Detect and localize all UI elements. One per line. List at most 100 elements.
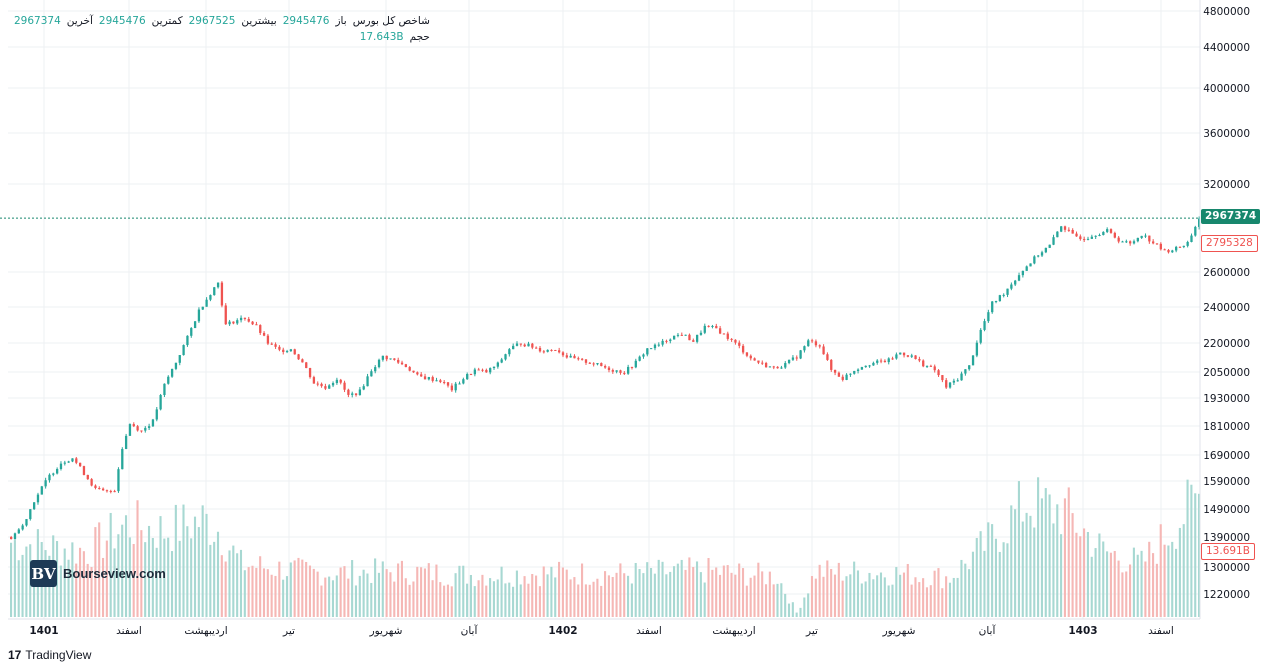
volume-bar [82,551,85,617]
candle-body [358,389,362,396]
volume-bar [519,584,522,617]
volume-bar [983,550,986,617]
volume-bar [577,584,580,617]
volume-bar [642,573,645,617]
candle-body [676,334,680,336]
time-axis-label: 1403 [1068,625,1097,637]
price-axis-label: 1590000 [1203,476,1250,488]
candle-body [1109,229,1113,233]
volume-bar [876,575,879,617]
volume-bar [772,584,775,617]
volume-bar [13,540,16,617]
candle-body [983,321,986,330]
candle-body [1194,226,1197,236]
candle-body [1075,233,1078,237]
candle-body [1148,235,1151,242]
volume-bar [239,549,243,617]
time-axis-label: آبان [979,624,997,637]
candle-body [190,328,193,336]
volume-bar [1033,527,1036,617]
candle-body [266,335,270,344]
volume-bar [830,568,833,617]
volume-bar [63,548,66,617]
volume-bar [745,585,748,617]
volume-bar [626,575,630,617]
volume-bar [1144,561,1147,617]
volume-bar [174,504,177,617]
volume-bar [688,557,691,617]
candle-body [339,379,342,383]
candle-body [757,360,760,363]
candle-body [542,351,545,353]
candle-body [144,427,147,431]
volume-bar [182,504,185,617]
volume-bar [466,583,469,617]
last-price-tag: 2967374 [1201,209,1261,224]
volume-bar [86,563,89,617]
candle-body [216,282,220,288]
candle-body [649,348,653,350]
volume-bar [956,577,959,617]
candles [10,216,1201,540]
candle-body [776,366,779,369]
volume-bar [1048,494,1051,617]
legend-symbol: شاخص کل بورس [352,15,430,27]
volume-bar [604,571,607,617]
candle-body [887,358,890,363]
volume-bar [623,573,626,617]
volume-bar [289,562,292,617]
candle-body [584,359,588,363]
volume-bar [558,561,561,617]
candle-body [282,349,285,352]
volume-bar [500,566,503,617]
volume-bar [707,558,710,617]
volume-bar [1155,563,1158,617]
candle-body [32,502,36,510]
candle-body [412,370,415,373]
candle-body [680,334,683,336]
volume-bar [362,569,365,617]
candle-body [991,301,994,313]
candle-body [726,333,729,339]
volume-bar [512,586,515,617]
candle-body [293,349,296,355]
candle-body [1152,241,1155,244]
candle-body [929,365,933,367]
candle-body [872,362,875,366]
candle-body [703,325,706,333]
candle-body [328,385,331,389]
candle-body [741,345,745,353]
candle-body [960,373,963,381]
volume-bar [1017,481,1020,617]
volume-bar [634,562,637,617]
volume-bar [374,558,377,617]
volume-bar [883,577,886,617]
volume-bar [308,565,312,617]
candle-body [52,473,55,475]
volume-bar [695,561,699,617]
legend-high-value: 2967525 [188,15,236,27]
price-axis-label: 2600000 [1203,267,1250,279]
candle-body [285,351,289,353]
candle-body [554,349,557,351]
price-axis-label: 1490000 [1203,504,1250,516]
volume-bar [331,580,335,617]
price-axis-label: 3200000 [1203,179,1250,191]
candle-body [312,377,316,384]
candle-body [768,366,772,368]
candle-body [247,318,250,322]
candle-body [1086,238,1090,240]
candle-body [653,344,657,349]
volume-bar [845,576,848,617]
tradingview-attribution[interactable]: 17 TradingView [8,648,91,662]
volume-bar [1106,551,1109,617]
volume-bar [814,578,817,617]
candle-body [512,345,515,350]
volume-bar [251,565,254,617]
candle-body [469,374,473,376]
candle-body [109,490,112,492]
candle-body [13,533,17,540]
volume-bar [948,582,952,617]
candle-body [308,368,312,378]
